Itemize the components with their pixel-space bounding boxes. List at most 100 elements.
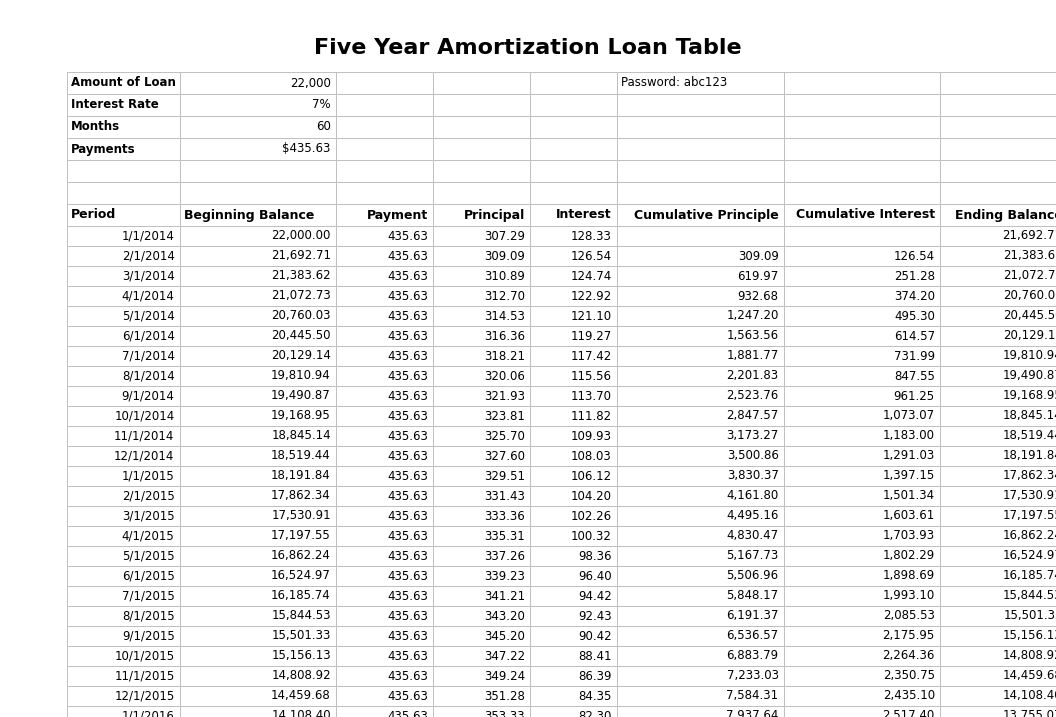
Text: Password: abc123: Password: abc123 [621, 77, 727, 90]
Bar [784, 386, 940, 406]
Text: 312.70: 312.70 [484, 290, 525, 303]
Bar [336, 646, 433, 666]
Bar [67, 646, 180, 666]
Text: 104.20: 104.20 [570, 490, 611, 503]
Text: 1,703.93: 1,703.93 [883, 529, 935, 543]
Bar [67, 346, 180, 366]
Text: 435.63: 435.63 [388, 569, 428, 582]
Bar [67, 686, 180, 706]
Text: 84.35: 84.35 [579, 690, 611, 703]
Text: 21,383.62: 21,383.62 [1003, 250, 1056, 262]
Text: 128.33: 128.33 [571, 229, 611, 242]
Text: 3/1/2014: 3/1/2014 [121, 270, 174, 282]
Text: 329.51: 329.51 [484, 470, 525, 483]
Text: 435.63: 435.63 [388, 310, 428, 323]
Bar [336, 306, 433, 326]
Text: 12/1/2015: 12/1/2015 [114, 690, 174, 703]
Bar [784, 204, 940, 226]
Bar [180, 506, 336, 526]
Text: 435.63: 435.63 [388, 349, 428, 363]
Bar [530, 116, 617, 138]
Text: 90.42: 90.42 [578, 630, 611, 642]
Text: 2,517.40: 2,517.40 [883, 710, 935, 717]
Text: 1,993.10: 1,993.10 [883, 589, 935, 602]
Bar [617, 160, 784, 182]
Bar [433, 506, 530, 526]
Bar [940, 138, 1056, 160]
Text: 94.42: 94.42 [578, 589, 611, 602]
Bar [433, 586, 530, 606]
Bar [617, 646, 784, 666]
Bar [336, 486, 433, 506]
Bar [336, 286, 433, 306]
Text: 126.54: 126.54 [893, 250, 935, 262]
Bar [784, 526, 940, 546]
Text: 435.63: 435.63 [388, 229, 428, 242]
Text: 309.09: 309.09 [485, 250, 525, 262]
Bar [67, 182, 180, 204]
Bar [433, 446, 530, 466]
Bar [530, 466, 617, 486]
Text: 16,524.97: 16,524.97 [271, 569, 331, 582]
Text: Payment: Payment [366, 209, 428, 222]
Bar [336, 686, 433, 706]
Bar [433, 326, 530, 346]
Text: 16,185.74: 16,185.74 [1003, 569, 1056, 582]
Text: 331.43: 331.43 [485, 490, 525, 503]
Bar [617, 446, 784, 466]
Text: 435.63: 435.63 [388, 670, 428, 683]
Bar [940, 226, 1056, 246]
Bar [67, 426, 180, 446]
Bar [617, 386, 784, 406]
Bar [67, 204, 180, 226]
Text: 92.43: 92.43 [578, 609, 611, 622]
Text: 1,603.61: 1,603.61 [883, 510, 935, 523]
Bar [336, 406, 433, 426]
Bar [336, 526, 433, 546]
Text: 435.63: 435.63 [388, 609, 428, 622]
Bar [784, 686, 940, 706]
Bar [336, 266, 433, 286]
Bar [940, 446, 1056, 466]
Bar [433, 386, 530, 406]
Text: Cumulative Interest: Cumulative Interest [796, 209, 935, 222]
Text: 86.39: 86.39 [579, 670, 611, 683]
Text: 17,862.34: 17,862.34 [1003, 470, 1056, 483]
Bar [784, 506, 940, 526]
Bar [530, 226, 617, 246]
Bar [530, 546, 617, 566]
Text: 19,168.95: 19,168.95 [271, 409, 331, 422]
Text: 20,445.50: 20,445.50 [271, 330, 331, 343]
Bar [617, 326, 784, 346]
Text: 4,830.47: 4,830.47 [727, 529, 778, 543]
Text: 21,383.62: 21,383.62 [271, 270, 331, 282]
Bar [336, 366, 433, 386]
Bar [67, 160, 180, 182]
Text: 19,810.94: 19,810.94 [1003, 349, 1056, 363]
Text: 251.28: 251.28 [893, 270, 935, 282]
Bar [67, 226, 180, 246]
Text: 10/1/2014: 10/1/2014 [114, 409, 174, 422]
Bar [67, 446, 180, 466]
Bar [530, 706, 617, 717]
Text: 5,848.17: 5,848.17 [727, 589, 778, 602]
Bar [336, 160, 433, 182]
Bar [180, 138, 336, 160]
Bar [617, 94, 784, 116]
Text: 106.12: 106.12 [570, 470, 611, 483]
Bar [433, 686, 530, 706]
Bar [67, 326, 180, 346]
Bar [336, 446, 433, 466]
Bar [336, 386, 433, 406]
Text: 111.82: 111.82 [570, 409, 611, 422]
Text: 316.36: 316.36 [484, 330, 525, 343]
Text: 124.74: 124.74 [570, 270, 611, 282]
Text: 435.63: 435.63 [388, 589, 428, 602]
Bar [940, 72, 1056, 94]
Text: 18,191.84: 18,191.84 [271, 470, 331, 483]
Bar [940, 386, 1056, 406]
Text: 5/1/2014: 5/1/2014 [121, 310, 174, 323]
Bar [530, 266, 617, 286]
Bar [180, 466, 336, 486]
Bar [784, 666, 940, 686]
